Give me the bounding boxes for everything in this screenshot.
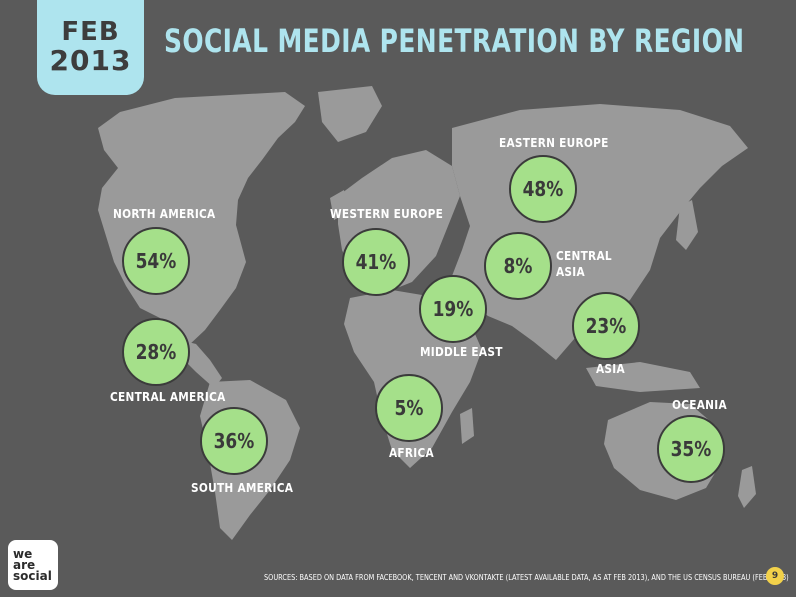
label-middle-east: MIDDLE EAST: [420, 345, 503, 359]
logo-line-2: are: [13, 557, 36, 572]
value-asia: 23%: [585, 314, 627, 338]
value-western-europe: 41%: [355, 250, 397, 274]
bubble-central-asia: 8%: [484, 232, 552, 300]
label-western-europe: WESTERN EUROPE: [330, 207, 444, 221]
label-asia: ASIA: [596, 362, 625, 376]
map-uk: [330, 190, 348, 220]
label-central-asia: CENTRAL ASIA: [556, 248, 612, 280]
value-middle-east: 19%: [432, 297, 474, 321]
we-are-social-logo: we are social: [8, 540, 58, 590]
bubble-western-europe: 41%: [342, 228, 410, 296]
label-north-america: NORTH AMERICA: [113, 207, 216, 221]
bubble-north-america: 54%: [122, 227, 190, 295]
bubble-central-america: 28%: [122, 318, 190, 386]
bubble-africa: 5%: [375, 374, 443, 442]
map-greenland: [318, 86, 382, 142]
map-madagascar: [460, 408, 474, 444]
map-japan: [676, 200, 698, 250]
logo-line-3: social: [13, 568, 52, 583]
value-eastern-europe: 48%: [522, 177, 564, 201]
page-number-badge: 9: [766, 567, 784, 585]
logo-line-1: we: [13, 546, 33, 561]
sources-note: SOURCES: BASED ON DATA FROM FACEBOOK, TE…: [264, 573, 789, 582]
date-month: FEB: [61, 17, 120, 48]
map-indonesia: [586, 362, 700, 392]
value-south-america: 36%: [213, 429, 255, 453]
map-new-zealand: [738, 466, 756, 508]
bubble-oceania: 35%: [657, 415, 725, 483]
value-central-america: 28%: [135, 340, 177, 364]
bubble-eastern-europe: 48%: [509, 155, 577, 223]
label-central-america: CENTRAL AMERICA: [110, 390, 226, 404]
label-south-america: SOUTH AMERICA: [191, 481, 294, 495]
bubble-south-america: 36%: [200, 407, 268, 475]
bubble-middle-east: 19%: [419, 275, 487, 343]
label-central-asia-line2: ASIA: [556, 265, 585, 279]
label-central-asia-line1: CENTRAL: [556, 249, 612, 263]
label-oceania: OCEANIA: [672, 398, 727, 412]
value-north-america: 54%: [135, 249, 177, 273]
value-oceania: 35%: [670, 437, 712, 461]
bubble-asia: 23%: [572, 292, 640, 360]
date-year: 2013: [49, 44, 132, 78]
date-tab: FEB 2013: [37, 0, 144, 95]
value-central-asia: 8%: [503, 254, 533, 278]
label-africa: AFRICA: [389, 446, 434, 460]
value-africa: 5%: [394, 396, 424, 420]
label-eastern-europe: EASTERN EUROPE: [499, 136, 609, 150]
page-title: SOCIAL MEDIA PENETRATION BY REGION: [164, 22, 745, 60]
